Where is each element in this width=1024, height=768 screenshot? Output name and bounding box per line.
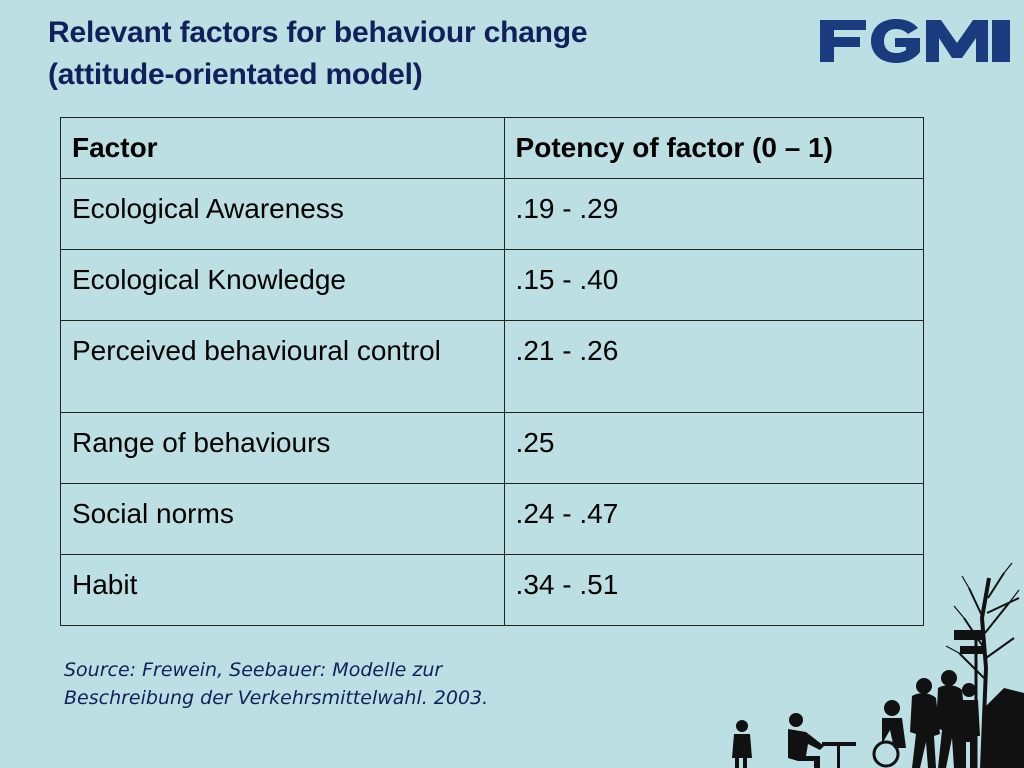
people-and-trees-silhouette-icon: [732, 562, 1024, 768]
cell-factor: Perceived behavioural control: [60, 320, 505, 413]
slide-title-line-1: Relevant factors for behaviour change: [48, 16, 588, 49]
header-factor: Factor: [60, 117, 505, 179]
table-row: Ecological Knowledge .15 - .40: [60, 249, 925, 321]
cell-potency: .15 - .40: [503, 249, 925, 321]
cell-potency: .25: [503, 412, 925, 484]
table-row: Range of behaviours .25: [60, 412, 925, 484]
cell-potency: .34 - .51: [503, 554, 925, 626]
source-citation: Source: Frewein, Seebauer: Modelle zur B…: [64, 656, 488, 712]
cell-factor: Range of behaviours: [60, 412, 505, 484]
header-potency: Potency of factor (0 – 1): [503, 117, 925, 179]
cell-factor: Habit: [60, 554, 505, 626]
factors-table: Factor Potency of factor (0 – 1) Ecologi…: [60, 117, 925, 626]
source-line-2: Beschreibung der Verkehrsmittelwahl. 200…: [64, 687, 489, 709]
source-line-1: Source: Frewein, Seebauer: Modelle zur: [64, 659, 443, 681]
slide-title: Relevant factors for behaviour change (a…: [48, 12, 588, 96]
cell-potency: .21 - .26: [503, 320, 925, 413]
cell-factor: Social norms: [60, 483, 505, 555]
table-header-row: Factor Potency of factor (0 – 1): [60, 117, 925, 179]
cell-factor: Ecological Knowledge: [60, 249, 505, 321]
slide-title-line-2: (attitude-orientated model): [48, 58, 423, 91]
fgm-logo: [820, 19, 1010, 63]
table-row: Habit .34 - .51: [60, 554, 925, 626]
cell-potency: .24 - .47: [503, 483, 925, 555]
table-row: Social norms .24 - .47: [60, 483, 925, 555]
cell-factor: Ecological Awareness: [60, 178, 505, 250]
table-row: Perceived behavioural control .21 - .26: [60, 320, 925, 413]
table-row: Ecological Awareness .19 - .29: [60, 178, 925, 250]
cell-potency: .19 - .29: [503, 178, 925, 250]
